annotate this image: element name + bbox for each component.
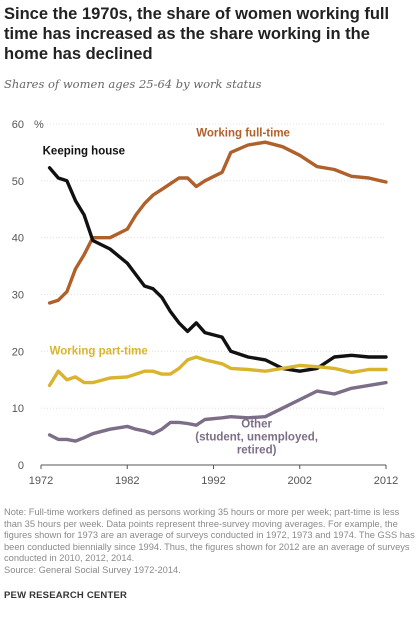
x-tick-label: 2002 xyxy=(288,475,312,487)
x-tick-label: 2012 xyxy=(374,475,398,487)
series-label-line: retired) xyxy=(237,444,277,456)
brand-logo-text: PEW RESEARCH CENTER xyxy=(4,590,128,601)
y-tick-label: 40 xyxy=(12,233,24,245)
x-tick-label: 1992 xyxy=(201,475,225,487)
y-unit-label: % xyxy=(34,119,44,131)
y-axis-ticks: 0 10 20 30 40 50 60% xyxy=(12,119,44,472)
note-text: Note: Full-time workers defined as perso… xyxy=(4,507,415,564)
series-label: Working full-time xyxy=(196,128,290,140)
series-line-other xyxy=(47,380,388,443)
series-label: Keeping house xyxy=(43,146,125,158)
series-line-keeping-house xyxy=(47,166,388,373)
x-tick-label: 1972 xyxy=(29,475,53,487)
x-tick-label: 1982 xyxy=(115,475,139,487)
y-tick-label: 10 xyxy=(12,403,24,415)
series-line-working-full-time xyxy=(47,140,388,305)
source-text: Source: General Social Survey 1972-2014. xyxy=(4,564,181,575)
y-tick-label: 30 xyxy=(12,290,24,302)
chart-title: Since the 1970s, the share of women work… xyxy=(4,5,390,63)
series-line-working-part-time xyxy=(47,355,388,388)
x-axis-ticks: 1972 1982 1992 2002 2012 xyxy=(29,465,398,487)
y-tick-label: 60 xyxy=(12,119,24,131)
chart-notes: Note: Full-time workers defined as perso… xyxy=(4,507,416,577)
series-lines xyxy=(47,140,388,443)
y-tick-label: 20 xyxy=(12,346,24,358)
series-label: Working part-time xyxy=(50,346,148,358)
series-labels: Working full-time Keeping house Working pa… xyxy=(43,128,318,457)
line-chart: 0 10 20 30 40 50 60% 1972 1982 1992 2002 2012 Work… xyxy=(12,119,398,487)
y-tick-label: 0 xyxy=(18,460,24,472)
series-label-line: (student, unemployed, xyxy=(195,431,318,443)
y-tick-label: 50 xyxy=(12,176,24,188)
chart-subtitle: Shares of women ages 25-64 by work statu… xyxy=(4,77,262,91)
series-label: Other xyxy=(241,418,272,430)
